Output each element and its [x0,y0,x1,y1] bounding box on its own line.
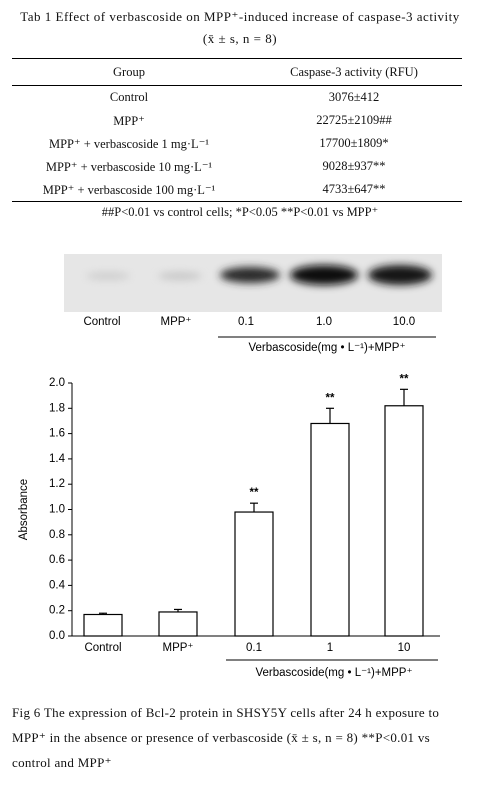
table-row: MPP⁺ + verbascoside 100 mg·L⁻¹ 4733±647** [12,178,462,202]
header-cell: Group [12,58,246,86]
y-tick-label: 0.0 [49,630,65,642]
bar [158,611,198,637]
blot-lane-label: 0.1 [238,316,254,328]
table-row: MPP⁺ 22725±2109## [12,109,462,132]
table-cell: Control [109,90,149,104]
significance-label: ** [400,373,409,385]
table-cell: 22725±2109## [316,113,392,127]
y-tick-label: 1.4 [49,453,66,465]
table: Group Caspase-3 activity (RFU) Control 30… [12,58,462,202]
y-tick-label: 2.0 [49,377,65,389]
table-note: ##P<0.01 vs control cells; *P<0.05 **P<0… [101,205,379,219]
group-label: Verbascoside(mg • L⁻¹)+MPP⁺ [255,667,412,679]
blot-lane-label: 1.0 [316,316,332,328]
table-row: Control 3076±412 [12,86,462,110]
y-tick-label: 0.6 [49,554,65,566]
table-cell: MPP⁺ [113,113,145,128]
y-tick-label: 0.8 [49,529,65,541]
table-body: Control 3076±412 MPP⁺ 22725±2109## MPP⁺ + ve… [12,86,462,202]
bar [310,422,350,637]
y-tick-label: 0.4 [49,579,66,591]
table-caption: Tab 1 Effect of verbascoside on MPP⁺-ind… [20,9,460,46]
table-header: Group Caspase-3 activity (RFU) [12,58,462,86]
bar [384,405,424,637]
blot-membrane [64,254,442,312]
x-tick-label: 10 [398,642,411,654]
figure: Control MPP⁺ 0.1 1.0 10.0 Verbascoside(mg • … [18,254,442,679]
bar [234,511,274,637]
table-row: MPP⁺ + verbascoside 10 mg·L⁻¹ 9028±937** [12,155,462,178]
x-tick-label: 1 [327,642,333,654]
table-cell: 9028±937** [322,159,386,173]
figure-caption: Fig 6 The expression of Bcl-2 protein in… [12,705,440,770]
table-cell: MPP⁺ + verbascoside 1 mg·L⁻¹ [48,136,210,151]
y-tick-label: 1.2 [49,478,65,490]
table-cell: 4733±647** [246,178,462,202]
table-cell: 17700±1809* [319,136,389,150]
x-tick-label: MPP⁺ [163,642,194,654]
bar [83,613,123,637]
blot-lane-label: 10.0 [393,316,415,328]
table-cell: MPP⁺ + verbascoside 100 mg·L⁻¹ [12,178,246,202]
blot-group-label: Verbascoside(mg • L⁻¹)+MPP⁺ [248,342,405,354]
table-cell: 3076±412 [328,90,380,104]
y-axis-label: Absorbance [18,479,30,540]
y-tick-label: 1.0 [49,504,65,516]
x-tick-label: Control [84,642,121,654]
y-tick-label: 0.2 [49,605,65,617]
table-cell: MPP⁺ + verbascoside 10 mg·L⁻¹ [45,159,213,174]
y-tick-label: 1.6 [49,428,65,440]
blot-lane-label: MPP⁺ [161,316,192,328]
blot-bands [86,265,432,285]
significance-label: ** [326,392,335,404]
x-tick-label: 0.1 [246,642,262,654]
blot-lane-label: Control [83,316,120,328]
y-tick-label: 1.8 [49,402,65,414]
significance-label: ** [250,487,259,499]
table-row: MPP⁺ + verbascoside 1 mg·L⁻¹ 17700±1809* [12,132,462,155]
header-cell: Caspase-3 activity (RFU) [246,58,462,86]
